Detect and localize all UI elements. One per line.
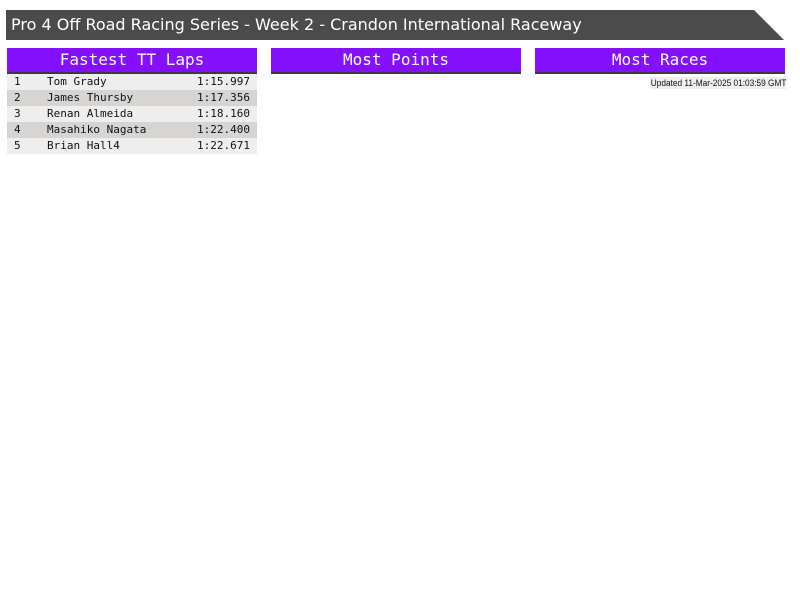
table-row: 3 Renan Almeida 1:18.160 xyxy=(7,106,257,122)
position: 2 xyxy=(14,91,21,104)
table-row: 4 Masahiko Nagata 1:22.400 xyxy=(7,122,257,138)
driver-name: James Thursby xyxy=(47,91,134,104)
page-title: Pro 4 Off Road Racing Series - Week 2 - … xyxy=(6,10,784,40)
driver-name: Renan Almeida xyxy=(47,107,134,120)
lap-time: 1:22.400 xyxy=(197,123,250,136)
position: 4 xyxy=(14,123,21,136)
most-races-panel: Most Races xyxy=(535,48,785,74)
position: 1 xyxy=(14,75,21,88)
panel-title: Most Points xyxy=(271,48,521,74)
lap-time: 1:17.356 xyxy=(197,91,250,104)
driver-name: Tom Grady xyxy=(47,75,107,88)
fastest-laps-panel: Fastest TT Laps 1 Tom Grady 1:15.997 2 Jame… xyxy=(7,48,257,154)
driver-name: Brian Hall4 xyxy=(47,139,120,152)
panel-title: Most Races xyxy=(535,48,785,74)
position: 5 xyxy=(14,139,21,152)
position: 3 xyxy=(14,107,21,120)
panel-title: Fastest TT Laps xyxy=(7,48,257,74)
table-row: 2 James Thursby 1:17.356 xyxy=(7,90,257,106)
table-row: 1 Tom Grady 1:15.997 xyxy=(7,74,257,90)
driver-name: Masahiko Nagata xyxy=(47,123,147,136)
lap-time: 1:22.671 xyxy=(197,139,250,152)
table-row: 5 Brian Hall4 1:22.671 xyxy=(7,138,257,154)
lap-time: 1:15.997 xyxy=(197,75,250,88)
fastest-laps-table: 1 Tom Grady 1:15.997 2 James Thursby 1:17.35… xyxy=(7,74,257,154)
updated-timestamp: Updated 11-Mar-2025 01:03:59 GMT xyxy=(649,77,786,89)
lap-time: 1:18.160 xyxy=(197,107,250,120)
most-points-panel: Most Points xyxy=(271,48,521,74)
